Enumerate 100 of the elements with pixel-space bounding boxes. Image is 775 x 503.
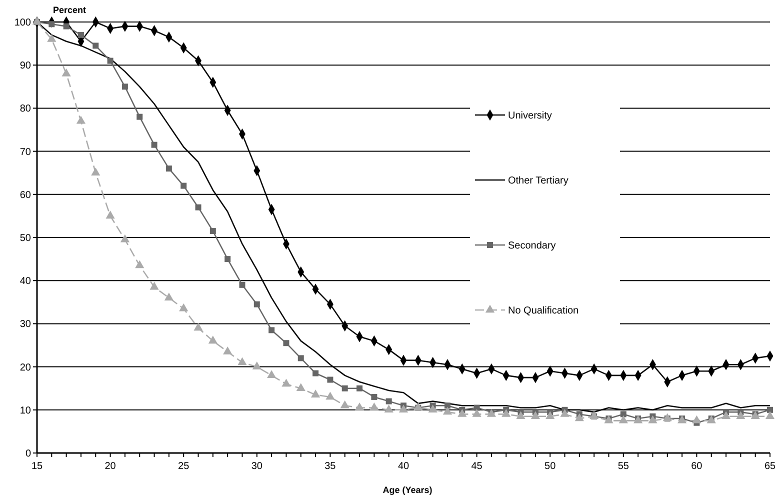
point <box>239 282 246 288</box>
point <box>135 260 144 268</box>
point <box>282 378 291 387</box>
point <box>48 21 55 28</box>
x-tick-label: 30 <box>251 461 263 472</box>
point <box>736 411 746 419</box>
point <box>370 402 379 410</box>
point <box>310 390 320 398</box>
point <box>238 357 247 366</box>
point <box>267 370 276 378</box>
y-tick-label: 30 <box>20 319 32 330</box>
point <box>721 411 731 419</box>
point <box>530 411 540 419</box>
point <box>442 406 452 415</box>
point <box>179 303 188 312</box>
y-tick-label: 0 <box>25 448 32 460</box>
point <box>765 411 775 419</box>
y-axis-title: Percent <box>53 5 86 15</box>
point <box>76 116 86 124</box>
point <box>312 370 319 376</box>
point <box>474 404 480 411</box>
point <box>386 398 392 404</box>
point <box>136 114 143 120</box>
point <box>618 415 628 424</box>
point <box>384 404 394 413</box>
point <box>62 68 71 76</box>
point <box>458 408 467 417</box>
point <box>342 385 348 392</box>
x-tick-label: 50 <box>544 461 556 472</box>
legend-label: Secondary <box>508 240 556 252</box>
point <box>252 362 262 370</box>
point <box>164 292 174 300</box>
point <box>692 415 702 424</box>
x-tick-label: 45 <box>471 461 483 472</box>
point <box>32 16 42 25</box>
point <box>78 32 84 38</box>
point <box>662 413 672 422</box>
point <box>194 322 203 331</box>
point <box>107 58 114 64</box>
y-tick-label: 100 <box>14 18 32 28</box>
point <box>648 415 658 424</box>
point <box>298 355 304 362</box>
point <box>398 404 408 413</box>
point <box>354 402 364 410</box>
point <box>340 400 350 408</box>
point <box>414 402 423 410</box>
point <box>63 23 70 30</box>
legend-label: University <box>508 110 552 122</box>
point <box>195 204 202 210</box>
point <box>516 411 526 419</box>
x-tick-label: 60 <box>691 461 703 472</box>
y-tick-label: 80 <box>20 104 32 115</box>
point <box>166 166 172 172</box>
x-tick-label: 35 <box>324 461 336 472</box>
point <box>546 411 555 419</box>
y-tick-label: 60 <box>20 190 32 201</box>
point <box>180 182 187 189</box>
point <box>91 168 100 176</box>
point <box>120 234 130 242</box>
point <box>767 406 773 413</box>
point <box>283 340 290 346</box>
point <box>620 411 626 418</box>
point <box>296 383 306 391</box>
point <box>502 408 511 417</box>
y-tick-label: 50 <box>20 233 32 244</box>
point <box>254 301 260 308</box>
point <box>223 346 232 354</box>
x-tick-label: 55 <box>618 461 630 472</box>
legend-label: Other Tertiary <box>508 176 568 186</box>
point <box>150 282 159 290</box>
point <box>444 402 450 409</box>
legend-label: No Qualification <box>508 306 579 316</box>
x-tick-label: 25 <box>178 461 190 472</box>
point <box>106 210 115 219</box>
point <box>428 404 438 413</box>
point <box>326 392 335 400</box>
y-tick-label: 70 <box>20 146 32 158</box>
y-tick-label: 20 <box>20 362 32 374</box>
point <box>224 256 231 262</box>
y-tick-label: 40 <box>20 276 32 288</box>
point <box>268 327 275 334</box>
point <box>371 394 378 400</box>
x-tick-label: 20 <box>104 461 116 472</box>
x-axis-title: Age (Years) <box>382 485 432 495</box>
x-tick-label: 40 <box>398 461 410 472</box>
point <box>210 228 216 234</box>
y-tick-label: 90 <box>20 60 32 72</box>
y-tick-label: 10 <box>20 405 32 416</box>
point <box>356 385 363 392</box>
point <box>560 408 570 417</box>
x-tick-label: 65 <box>764 461 775 472</box>
point <box>327 376 334 383</box>
point <box>472 408 482 417</box>
point <box>122 84 128 90</box>
point <box>151 142 158 148</box>
point <box>574 413 584 422</box>
point <box>208 336 218 344</box>
point <box>47 34 56 42</box>
point <box>92 42 99 49</box>
x-tick-label: 15 <box>31 461 43 472</box>
